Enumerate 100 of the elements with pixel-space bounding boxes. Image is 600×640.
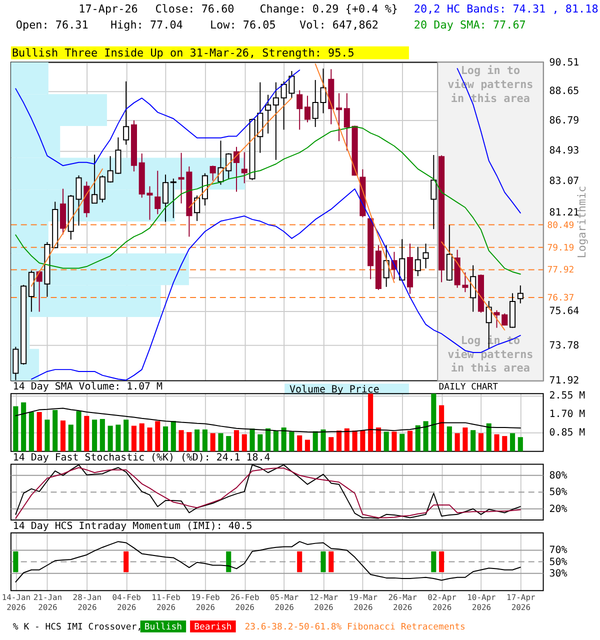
bar [470, 430, 476, 452]
y-tick-label: 86.79 [549, 115, 580, 126]
x-tick-label: 26-Mar 2026 [388, 593, 418, 612]
bar [178, 430, 184, 452]
candlestick [470, 264, 476, 312]
bar [297, 435, 302, 452]
bar [328, 437, 334, 452]
chart-title: 14 Day SMA Volume: 1.07 M [12, 382, 163, 393]
x-tick-label: 28-Jan 2026 [72, 593, 102, 612]
y-tick-label: 73.78 [549, 340, 580, 352]
x-tick-label: 02-Apr 2026 [428, 593, 457, 612]
candlestick [430, 154, 437, 230]
x-tick-label: 11-Feb 2026 [152, 593, 181, 612]
bar [108, 426, 113, 452]
bar [258, 434, 263, 452]
bar [376, 428, 381, 452]
bar [116, 424, 121, 452]
bar [202, 429, 208, 452]
bar [400, 434, 405, 452]
bar [336, 430, 342, 452]
text: Change: 0.29 {+0.4 %} [260, 2, 398, 16]
ref-line-label: 80.49 [547, 220, 574, 231]
x-tick-label: 14-Jan 2026 [2, 593, 31, 612]
bar [478, 433, 484, 452]
bar [155, 421, 160, 452]
bar [368, 394, 374, 452]
bar [124, 420, 129, 452]
chart-title: 14 Day Fast Stochastic (%K) (%D): 24.1 18.4 [12, 452, 270, 464]
line-series [15, 541, 521, 582]
ref-line-label: 77.92 [547, 266, 574, 276]
bar [28, 412, 34, 452]
x-tick-label: 17-Apr 2026 [506, 593, 536, 612]
candlestick [296, 90, 303, 130]
bar [226, 436, 232, 452]
text: High: 77.04 [110, 18, 184, 32]
bar [100, 418, 105, 452]
text: Open: 76.31 [16, 18, 88, 32]
ref-line-label: 76.37 [547, 294, 574, 304]
bar [423, 421, 428, 452]
candlestick [517, 284, 524, 304]
x-tick-label: 10-Apr 2026 [467, 593, 496, 612]
bar [218, 433, 224, 452]
text: Low: 76.05 [210, 18, 276, 32]
text: Bullish [144, 622, 182, 632]
bar [13, 406, 18, 452]
bar [210, 433, 216, 452]
y-tick-label: 75.64 [549, 306, 580, 317]
x-tick-label: 21-Jan 2026 [33, 593, 62, 612]
bar [494, 434, 500, 452]
bar [68, 424, 74, 452]
y-tick-label: 71.92 [549, 376, 580, 387]
bar [304, 440, 310, 452]
y-tick-label: 80% [549, 470, 568, 482]
x-tick-label: 04-Feb 2026 [112, 593, 142, 612]
candlestick [154, 170, 161, 215]
bar [186, 432, 192, 452]
y-tick-label: 20% [549, 504, 568, 515]
bar [392, 432, 397, 452]
ref-line-label: 79.19 [547, 243, 574, 254]
bar [170, 420, 176, 452]
text: Volume By Price [290, 384, 380, 396]
bar [281, 428, 286, 452]
bar [502, 436, 508, 452]
x-tick-label: 26-Feb 2026 [230, 593, 260, 612]
y-tick-label: 84.93 [549, 145, 580, 156]
text: 23.6-38.2-50-61.8% Fibonacci Retracements [244, 622, 466, 632]
text: 20,2 HC Bands: 74.31 , 81.18 [414, 2, 598, 16]
bar [518, 437, 523, 452]
bar [84, 416, 90, 452]
bar [510, 433, 516, 452]
x-tick-label: 19-Mar 2026 [348, 593, 378, 612]
bar [289, 432, 294, 452]
bar [36, 412, 42, 452]
x-tick-label: 19-Feb 2026 [191, 593, 220, 612]
bar [407, 430, 413, 452]
text: Vol: 647,862 [300, 18, 379, 32]
text: Close: 76.60 [155, 2, 234, 16]
text: % K - HCS IMI Crossover, [12, 622, 142, 632]
y-tick-label: 90.51 [549, 57, 580, 68]
bar [60, 420, 66, 452]
bar [352, 430, 358, 452]
text: 20 Day SMA: 77.67 [414, 18, 526, 32]
candlestick [123, 80, 130, 146]
text: DAILY CHART [438, 382, 499, 393]
text: 17-Apr-26 [78, 2, 138, 16]
chart-title: 14 Day HCS Intraday Momentum (IMI): 40.5 [12, 520, 252, 532]
candlestick [399, 238, 406, 282]
y-tick-label: 81.21 [549, 207, 580, 218]
x-tick-label: 12-Mar 2026 [309, 593, 338, 612]
bar [131, 426, 136, 452]
candlestick [304, 95, 310, 123]
y-tick-label: 88.65 [549, 86, 580, 98]
bar [76, 411, 82, 452]
bar [250, 428, 255, 452]
candlestick [170, 178, 176, 219]
y-tick-label: 0.85 M [549, 428, 586, 439]
line-series [15, 408, 521, 433]
bar [415, 425, 420, 452]
bar [273, 430, 278, 452]
bar [194, 429, 200, 452]
